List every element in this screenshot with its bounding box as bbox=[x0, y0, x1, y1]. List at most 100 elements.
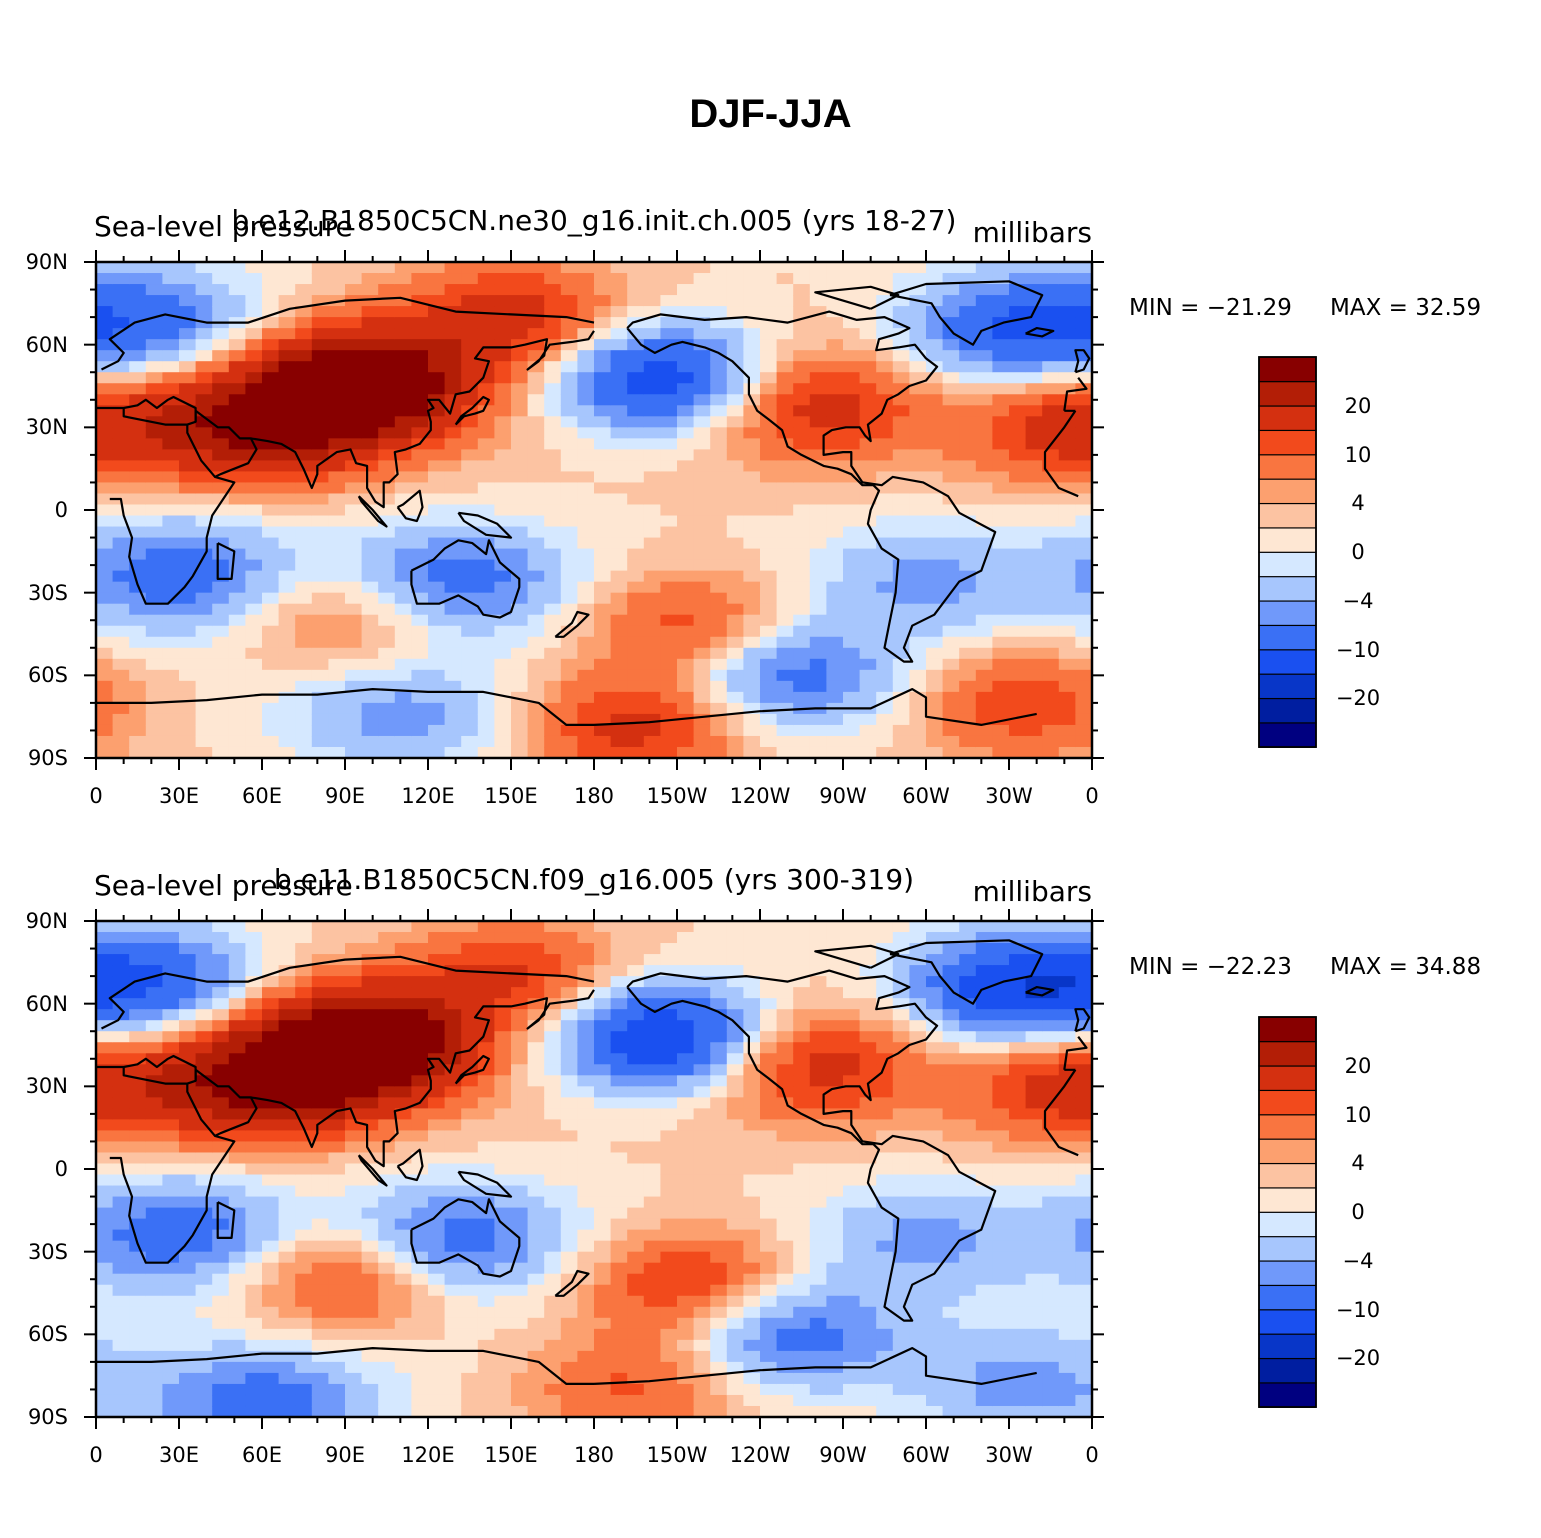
field-cell bbox=[112, 691, 130, 704]
field-cell bbox=[876, 581, 894, 594]
field-cell bbox=[826, 735, 844, 748]
field-cell bbox=[162, 1394, 180, 1407]
field-cell bbox=[643, 1317, 661, 1330]
field-cell bbox=[1025, 735, 1043, 748]
field-cell bbox=[809, 328, 827, 340]
field-cell bbox=[278, 976, 296, 988]
field-cell bbox=[826, 1273, 844, 1286]
field-cell bbox=[361, 1317, 379, 1330]
field-cell bbox=[195, 636, 213, 649]
field-cell bbox=[96, 262, 114, 274]
field-cell bbox=[1058, 603, 1076, 616]
field-cell bbox=[311, 317, 329, 329]
field-cell bbox=[461, 691, 479, 704]
field-cell bbox=[843, 965, 861, 977]
field-cell bbox=[1009, 592, 1027, 605]
field-cell bbox=[760, 405, 778, 417]
field-cell bbox=[345, 658, 363, 671]
field-cell bbox=[245, 383, 263, 395]
field-cell bbox=[195, 1163, 213, 1176]
field-cell bbox=[245, 603, 263, 616]
field-cell bbox=[660, 1097, 678, 1109]
field-cell bbox=[743, 1141, 761, 1154]
field-cell bbox=[843, 548, 861, 561]
field-cell bbox=[295, 460, 313, 473]
field-cell bbox=[361, 1031, 379, 1043]
field-cell bbox=[959, 647, 977, 660]
field-cell bbox=[743, 1020, 761, 1032]
field-cell bbox=[1009, 537, 1027, 550]
field-cell bbox=[710, 636, 728, 649]
field-cell bbox=[96, 691, 114, 704]
field-cell bbox=[378, 1339, 396, 1352]
field-cell bbox=[876, 1152, 894, 1165]
field-cell bbox=[278, 1273, 296, 1286]
field-cell bbox=[1025, 658, 1043, 671]
field-cell bbox=[776, 537, 794, 550]
field-cell bbox=[162, 1207, 180, 1220]
field-cell bbox=[394, 1361, 412, 1374]
field-cell bbox=[876, 438, 894, 450]
field-cell bbox=[511, 1229, 529, 1242]
field-cell bbox=[643, 427, 661, 439]
field-cell bbox=[145, 548, 163, 561]
field-cell bbox=[378, 1009, 396, 1021]
field-cell bbox=[826, 581, 844, 594]
field-cell bbox=[444, 383, 462, 395]
field-cell bbox=[776, 1009, 794, 1021]
field-cell bbox=[112, 482, 130, 495]
field-cell bbox=[1042, 548, 1060, 561]
field-cell bbox=[278, 295, 296, 307]
field-cell bbox=[378, 1295, 396, 1308]
field-cell bbox=[693, 1031, 711, 1043]
field-cell bbox=[295, 1042, 313, 1054]
field-cell bbox=[643, 394, 661, 406]
field-cell bbox=[594, 691, 612, 704]
field-cell bbox=[494, 438, 512, 450]
field-cell bbox=[195, 1185, 213, 1198]
field-cell bbox=[693, 1273, 711, 1286]
field-cell bbox=[826, 1295, 844, 1308]
field-cell bbox=[743, 328, 761, 340]
field-cell bbox=[428, 976, 446, 988]
field-cell bbox=[809, 1031, 827, 1043]
field-cell bbox=[660, 1053, 678, 1065]
field-cell bbox=[577, 1119, 595, 1132]
field-cell bbox=[826, 339, 844, 351]
field-cell bbox=[428, 921, 446, 933]
field-cell bbox=[195, 1097, 213, 1109]
field-cell bbox=[627, 1097, 645, 1109]
field-cell bbox=[461, 372, 479, 384]
field-cell bbox=[195, 306, 213, 318]
field-cell bbox=[710, 1064, 728, 1076]
field-cell bbox=[394, 394, 412, 406]
field-cell bbox=[743, 1229, 761, 1242]
field-cell bbox=[295, 1119, 313, 1132]
field-cell bbox=[295, 482, 313, 495]
field-cell bbox=[477, 1394, 495, 1407]
field-cell bbox=[627, 603, 645, 616]
field-cell bbox=[693, 669, 711, 682]
field-cell bbox=[677, 361, 695, 373]
field-cell bbox=[278, 1042, 296, 1054]
field-cell bbox=[278, 603, 296, 616]
field-cell bbox=[394, 1119, 412, 1132]
field-cell bbox=[262, 394, 280, 406]
field-cell bbox=[1042, 526, 1060, 539]
field-cell bbox=[527, 526, 545, 539]
field-cell bbox=[843, 987, 861, 999]
field-cell bbox=[444, 284, 462, 296]
field-cell bbox=[876, 515, 894, 528]
colorbar-frame bbox=[1258, 356, 1317, 748]
field-cell bbox=[793, 1020, 811, 1032]
field-cell bbox=[826, 1339, 844, 1352]
field-cell bbox=[411, 1251, 429, 1264]
field-cell bbox=[112, 383, 130, 395]
field-cell bbox=[693, 262, 711, 274]
field-cell bbox=[411, 504, 429, 517]
field-cell bbox=[793, 427, 811, 439]
field-cell bbox=[195, 954, 213, 966]
field-cell bbox=[511, 1383, 529, 1396]
field-cell bbox=[195, 350, 213, 362]
field-cell bbox=[560, 1207, 578, 1220]
